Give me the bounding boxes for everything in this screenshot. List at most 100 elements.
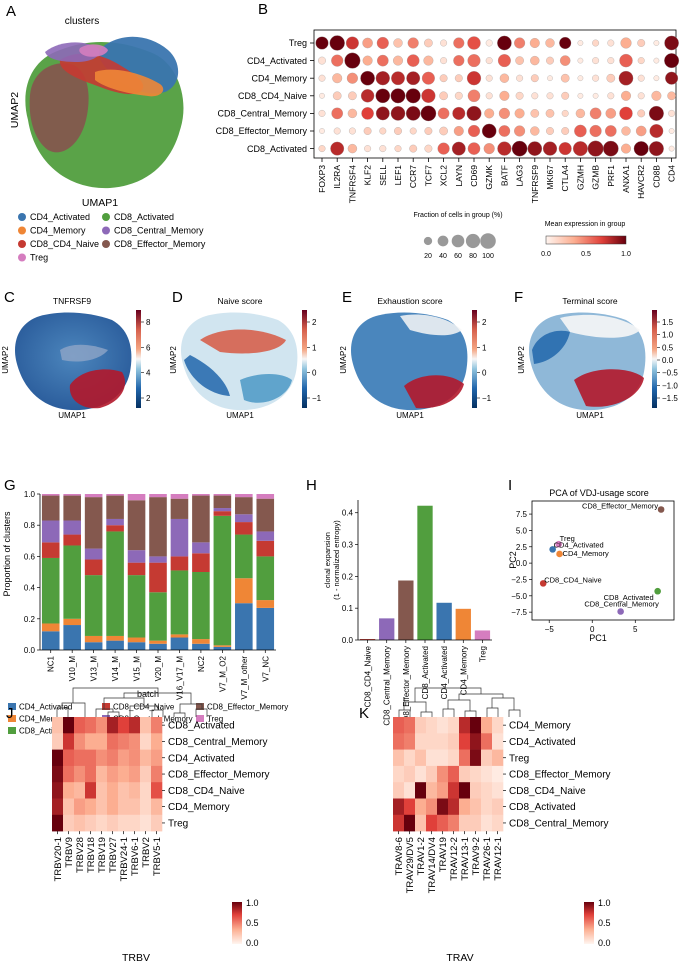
dot-cd8-central-memory-prf1	[605, 108, 617, 119]
panel-d: D Naive score 2 1 0 −1 UMAP2 UMAP1	[169, 289, 322, 420]
dot-cd4-activated-lag3	[515, 56, 524, 65]
panel-title: clusters	[65, 16, 99, 27]
colorbar-tick: 2	[312, 318, 317, 327]
bar-v15-m-cd8-cd4-naive	[127, 562, 146, 576]
dot-cd8-activated-tnfrsf9	[527, 141, 543, 156]
umap-feature-tnfrsf9	[15, 312, 132, 411]
umap-feature-terminal-score	[529, 312, 646, 411]
panel-letter: A	[6, 3, 16, 20]
x-tick-label-v20-m: V20_M	[154, 656, 163, 682]
dot-cd8-activated-havcr2	[633, 141, 649, 157]
row-label-cd8-effector-memory: CD8_Effector_Memory	[509, 770, 611, 781]
panel-letter: C	[4, 289, 15, 306]
dot-cd8-cd4-naive-gzmh	[577, 92, 584, 99]
bar-v7-nc-cd8-central-memory	[256, 531, 275, 541]
dot-cd8-cd4-naive-cd69	[467, 89, 481, 103]
col-label-trbv27: TRBV27	[108, 837, 119, 873]
gene-label-gzmk: GZMK	[484, 165, 494, 190]
axes: NC1 V10_M V13_M V14_M V15_M V20_M V16_V17_M NC2…	[24, 490, 276, 700]
cell-cd4-memory-trbv24-1	[118, 798, 130, 816]
point-label-cd8-central-memory: CD8_Central_Memory	[584, 600, 659, 609]
bar-nc2-cd8-effector-memory	[192, 495, 210, 543]
cell-treg-trbv28	[74, 814, 86, 832]
dot-cd4-memory-gzmb	[592, 74, 600, 82]
dot-cd4-activated-tnfrsf9	[530, 55, 540, 66]
row-label-cd4-activated: CD4_Activated	[247, 56, 307, 66]
dot-treg-layn	[453, 37, 465, 49]
bar-v7-m-o2-cd8-activated	[213, 515, 232, 646]
dot-cd8-central-memory-lef1	[390, 106, 406, 121]
cell-cd4-activated-trbv18	[85, 749, 97, 767]
dot-cd4-activated-anxa1	[619, 53, 633, 68]
dot-cd4-memory-gzmk	[485, 74, 493, 82]
dot-cd8-cd4-naive-havcr2	[637, 92, 645, 100]
dot-cd8-central-memory-gzmh	[575, 108, 586, 119]
dot-cd8-effector-memory-klf2	[363, 127, 372, 135]
x-tick-label-v15-m: V15_M	[133, 656, 142, 682]
col-label-trav14-dv4: TRAV14/DV4	[427, 837, 438, 893]
cell-cd8-central-memory-trbv2	[140, 733, 152, 750]
bar-v10-m-cd8-activated	[63, 545, 81, 619]
colorbar	[232, 902, 242, 944]
cell-cd8-effector-memory-trav14-dv4	[426, 765, 438, 783]
dot-cd8-activated-anxa1	[621, 143, 631, 154]
axis-label-y: UMAP2	[169, 346, 178, 374]
colorbar-ticks: 1.5 1.0 0.5 0.0 −0.5 −1.0 −1.5	[657, 318, 678, 403]
cell-cd8-central-memory-trbv24-1	[118, 733, 130, 750]
bar-v7-m-o2-cd8-central-memory	[213, 508, 232, 512]
bar-v7-nc-cd4-memory	[256, 600, 275, 608]
cell-cd8-cd4-naive-trbv2	[140, 782, 152, 799]
dot-cd4-memory-batf	[499, 73, 510, 83]
point-cd8-activated	[654, 587, 661, 595]
dot-cd8-central-memory-tnfrsf4	[347, 108, 358, 119]
cell-cd8-cd4-naive-trbv5-1	[151, 782, 163, 799]
panel-f: F Terminal score 1.5 1.0 0.5 0.0 −0.5 −1.0 −1.…	[514, 289, 678, 420]
legend-label-treg: Treg	[30, 253, 48, 263]
cell-cd4-activated-trbv24-1	[118, 749, 130, 767]
axis-label-x: batch	[137, 689, 159, 699]
cell-cd8-effector-memory-trbv27	[107, 765, 119, 783]
dot-cd8-activated-gzmb	[587, 140, 604, 157]
col-label-trav19: TRAV19	[438, 837, 449, 872]
dot-cd8-activated-foxp3	[318, 145, 326, 153]
cell-cd8-activated-trbv2	[140, 717, 152, 734]
dot-cd4-memory-anxa1	[618, 70, 634, 86]
colorbar-tick: −1	[312, 394, 322, 403]
cell-cd8-cd4-naive-trav14-dv4	[426, 782, 438, 799]
bar-v16-v17-m-cd8-central-memory	[170, 518, 189, 557]
point-label-cd8-effector-memory: CD8_Effector_Memory	[582, 502, 658, 511]
cell-cd4-activated-trav8-6	[393, 733, 405, 750]
dot-cd8-effector-memory-mki67	[546, 127, 554, 135]
cell-cd4-memory-trav12-2	[448, 717, 460, 734]
legend-marker-cd4-activated	[18, 213, 26, 221]
cell-treg-trav26-1	[481, 749, 493, 767]
dot-cd8-cd4-naive-ccr7	[405, 88, 421, 104]
bar-nc2-cd8-activated	[192, 572, 210, 640]
dot-cd8-central-memory-tcf7	[420, 105, 437, 122]
panel-g: G NC1 V10_M V13_M V14_M V15_M V20_M V16_V17_M N…	[2, 477, 288, 736]
cell-cd8-central-memory-trav19	[437, 814, 449, 832]
col-label-trbv20-1: TRBV20-1	[53, 837, 64, 881]
x-tick-label-cd8-central-memory: CD8_Central_Memory	[383, 646, 392, 726]
legend-marker-cd4-memory	[18, 226, 26, 235]
dot-cd8-cd4-naive-xcl2	[439, 91, 448, 101]
colorbar-tick: 0.5	[246, 918, 259, 928]
gene-label-cd4: CD4	[667, 165, 677, 182]
cell-cd8-cd4-naive-trav12-2	[448, 782, 460, 799]
y-tick-label: 0.0	[516, 559, 528, 568]
axis-label-x: TRBV	[122, 952, 150, 964]
bar-v7-m-other-cd8-cd4-naive	[235, 522, 253, 535]
cell-cd8-effector-memory-trav9-2	[470, 765, 482, 783]
bar-v16-v17-m-cd8-effector-memory	[170, 498, 189, 519]
cell-cd8-effector-memory-trbv2	[140, 765, 152, 783]
axis-label-x: TRAV	[446, 952, 473, 964]
bar-v14-m-cd4-activated	[106, 640, 124, 650]
dot-cd8-activated-cd69	[467, 142, 481, 155]
colorbar-tick: 0	[312, 369, 317, 378]
size-legend-tick: 20	[424, 253, 432, 260]
row-label-cd4-activated: CD4_Activated	[168, 753, 235, 764]
cell-cd8-central-memory-trav12-1	[492, 814, 504, 832]
dot-treg-sell	[376, 36, 389, 50]
dot-cd8-effector-memory-ctla4	[561, 127, 570, 135]
col-label-trbv9: TRBV9	[64, 837, 75, 868]
